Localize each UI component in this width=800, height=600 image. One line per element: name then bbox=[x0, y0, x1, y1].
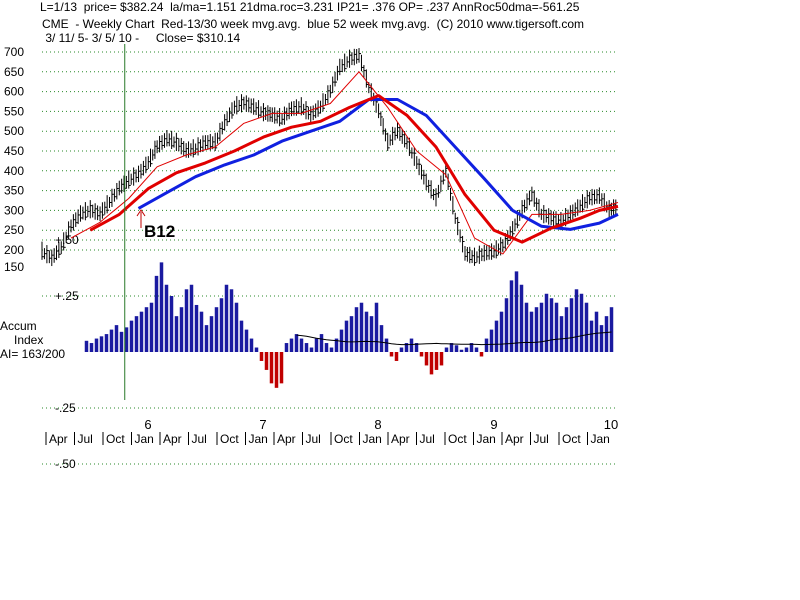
accum-ai_label: AI= 163/200 bbox=[0, 347, 65, 361]
x-month-label: Apr bbox=[505, 432, 524, 446]
accum-subtitle: Index bbox=[14, 333, 43, 347]
x-month-label: Jul bbox=[192, 432, 207, 446]
x-month-label: Apr bbox=[163, 432, 182, 446]
y-tick-label: 300 bbox=[4, 203, 24, 217]
price-axis-clip bbox=[0, 271, 800, 285]
y-tick-label: 400 bbox=[4, 164, 24, 178]
accum-tick-label: -.25 bbox=[55, 401, 76, 415]
y-tick-label: 200 bbox=[4, 243, 24, 257]
y-tick-label: 450 bbox=[4, 144, 24, 158]
x-year-label: 8 bbox=[374, 417, 381, 432]
y-tick-label: 350 bbox=[4, 184, 24, 198]
accum-ma-line bbox=[296, 331, 612, 346]
x-month-label: Jul bbox=[534, 432, 549, 446]
accum-tick-label: -.50 bbox=[55, 457, 76, 471]
x-month-label: Jan bbox=[249, 432, 268, 446]
x-year-label: 6 bbox=[144, 417, 151, 432]
ma13-line bbox=[70, 71, 619, 255]
x-month-label: Apr bbox=[391, 432, 410, 446]
accum-tick-label: +.25 bbox=[55, 289, 79, 303]
y-tick-label: 650 bbox=[4, 65, 24, 79]
header-line-1: L=1/13 price= $382.24 la/ma=1.151 21dma.… bbox=[40, 0, 580, 14]
x-month-label: Oct bbox=[334, 432, 353, 446]
x-year-label: 10 bbox=[604, 417, 618, 432]
signal-label: B12 bbox=[144, 222, 175, 241]
x-month-label: Apr bbox=[277, 432, 296, 446]
x-month-label: Jul bbox=[306, 432, 321, 446]
x-month-label: Apr bbox=[49, 432, 68, 446]
x-month-label: Oct bbox=[106, 432, 125, 446]
x-month-label: Jan bbox=[591, 432, 610, 446]
x-year-label: 9 bbox=[490, 417, 497, 432]
x-month-label: Oct bbox=[562, 432, 581, 446]
y-tick-label: 250 bbox=[4, 223, 24, 237]
x-month-label: Jul bbox=[78, 432, 93, 446]
x-month-label: Oct bbox=[220, 432, 239, 446]
signal-arrow-head bbox=[136, 209, 146, 217]
header-line-2: CME - Weekly Chart Red-13/30 week mvg.av… bbox=[42, 17, 584, 31]
x-year-label: 7 bbox=[259, 417, 266, 432]
x-month-label: Jan bbox=[363, 432, 382, 446]
y-tick-label: 500 bbox=[4, 124, 24, 138]
y-tick-label: 550 bbox=[4, 104, 24, 118]
y-tick-label: 700 bbox=[4, 45, 24, 59]
ma30-line bbox=[89, 94, 619, 244]
x-month-label: Jan bbox=[135, 432, 154, 446]
x-month-label: Jul bbox=[420, 432, 435, 446]
x-month-label: Oct bbox=[448, 432, 467, 446]
x-month-label: Jan bbox=[477, 432, 496, 446]
y-tick-label: 150 bbox=[4, 260, 24, 274]
accum-title: Accum bbox=[0, 319, 37, 333]
y-tick-label: 600 bbox=[4, 85, 24, 99]
header-line-3: 3/ 11/ 5- 3/ 5/ 10 - Close= $310.14 bbox=[42, 31, 241, 45]
